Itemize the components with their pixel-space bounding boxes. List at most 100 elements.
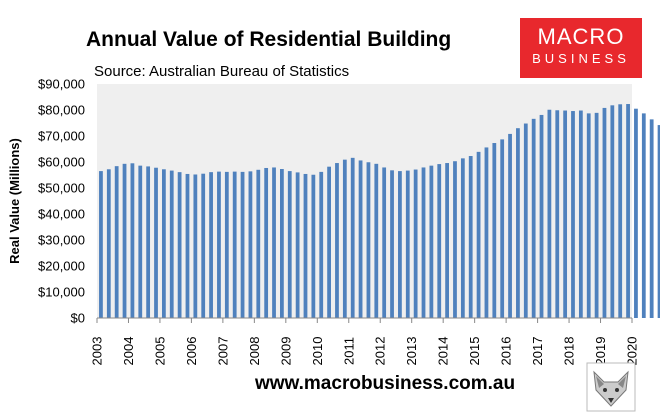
bar xyxy=(272,167,276,318)
bar xyxy=(232,171,237,318)
x-tick-label: 2008 xyxy=(247,337,262,366)
y-tick-label: $70,000 xyxy=(38,129,85,144)
bar xyxy=(539,114,544,318)
x-tick-label: 2005 xyxy=(152,337,167,366)
bar xyxy=(99,171,103,318)
bar xyxy=(193,174,198,318)
bar-series xyxy=(99,104,660,319)
bar xyxy=(374,163,379,318)
bar xyxy=(138,165,143,318)
website-url: www.macrobusiness.com.au xyxy=(255,373,516,394)
bar xyxy=(146,166,151,318)
bar xyxy=(413,169,418,318)
x-tick-label: 2018 xyxy=(562,337,577,366)
bar xyxy=(634,108,638,318)
bar xyxy=(154,167,158,318)
x-tick-label: 2014 xyxy=(436,337,451,366)
bar xyxy=(492,143,497,318)
y-tick-label: $90,000 xyxy=(38,77,85,92)
bar xyxy=(649,119,654,318)
bar xyxy=(311,174,316,318)
bar xyxy=(437,164,442,318)
bar xyxy=(618,104,623,318)
bar xyxy=(571,111,575,318)
bar xyxy=(224,171,229,318)
x-tick-label: 2011 xyxy=(341,337,356,365)
bar xyxy=(130,163,135,318)
bar xyxy=(161,169,166,318)
y-axis-label: Real Value (Millions) xyxy=(7,138,22,264)
y-tick-label: $30,000 xyxy=(38,233,85,248)
chart-title: Annual Value of Residential Building xyxy=(86,28,452,51)
bar xyxy=(303,173,308,318)
bar xyxy=(122,163,127,318)
bar xyxy=(217,171,221,318)
y-tick-label: $60,000 xyxy=(38,155,85,170)
bar xyxy=(476,151,481,318)
bar xyxy=(586,113,591,318)
y-tick-label: $50,000 xyxy=(38,181,85,196)
x-tick-label: 2010 xyxy=(310,337,325,366)
bar xyxy=(500,139,505,318)
bar xyxy=(185,173,190,318)
bar xyxy=(516,128,520,318)
y-tick-label: $20,000 xyxy=(38,259,85,274)
bar xyxy=(429,165,434,318)
x-tick-label: 2020 xyxy=(625,337,640,366)
bar xyxy=(240,171,245,318)
bar xyxy=(390,170,394,318)
bar xyxy=(460,158,465,318)
bar xyxy=(398,171,402,318)
bar xyxy=(248,171,253,318)
bar xyxy=(468,156,473,318)
logo-line-2: BUSINESS xyxy=(532,51,630,66)
y-tick-label: $0 xyxy=(71,311,85,326)
bar xyxy=(594,112,599,318)
bar xyxy=(626,104,630,319)
bar xyxy=(405,170,410,318)
bar xyxy=(578,110,583,319)
bar xyxy=(641,113,646,318)
x-tick-label: 2016 xyxy=(499,337,514,366)
x-tick-label: 2012 xyxy=(373,337,388,366)
plot-area xyxy=(97,84,632,318)
bar xyxy=(287,171,292,318)
x-tick-label: 2003 xyxy=(90,337,105,366)
x-tick-label: 2009 xyxy=(278,337,293,366)
bar xyxy=(366,162,371,318)
y-axis-ticks: $0 $10,000 $20,000 $30,000 $40,000 $50,000 $60… xyxy=(38,77,85,326)
bar xyxy=(445,163,449,318)
bar xyxy=(453,161,457,318)
fox-mascot-icon xyxy=(586,362,636,412)
bar xyxy=(610,105,615,318)
bar xyxy=(484,147,489,318)
bar xyxy=(508,133,512,318)
bar xyxy=(335,163,339,318)
bar xyxy=(106,169,111,318)
bar xyxy=(209,172,213,318)
bar xyxy=(523,123,528,319)
bar xyxy=(256,169,261,318)
bar xyxy=(602,107,607,318)
chart-source: Source: Australian Bureau of Statistics xyxy=(94,63,350,80)
x-tick-label: 2004 xyxy=(121,337,136,366)
bar xyxy=(177,172,182,318)
logo-line-1: MACRO xyxy=(537,24,625,49)
y-tick-label: $40,000 xyxy=(38,207,85,222)
bar xyxy=(319,171,324,318)
x-tick-label: 2015 xyxy=(467,337,482,366)
bar xyxy=(563,110,568,319)
x-axis-ticks: 2003 2004 2005 2006 2007 2008 2009 2010 2011 2012… xyxy=(90,318,640,365)
bar xyxy=(657,125,660,318)
bar xyxy=(295,172,300,318)
bar xyxy=(421,167,426,318)
bar xyxy=(201,173,206,318)
bar xyxy=(555,110,560,318)
bar xyxy=(531,118,536,318)
x-tick-label: 2006 xyxy=(184,337,199,366)
y-tick-label: $10,000 xyxy=(38,285,85,300)
x-tick-label: 2007 xyxy=(215,337,230,366)
bar xyxy=(280,169,284,318)
bar xyxy=(350,157,355,318)
